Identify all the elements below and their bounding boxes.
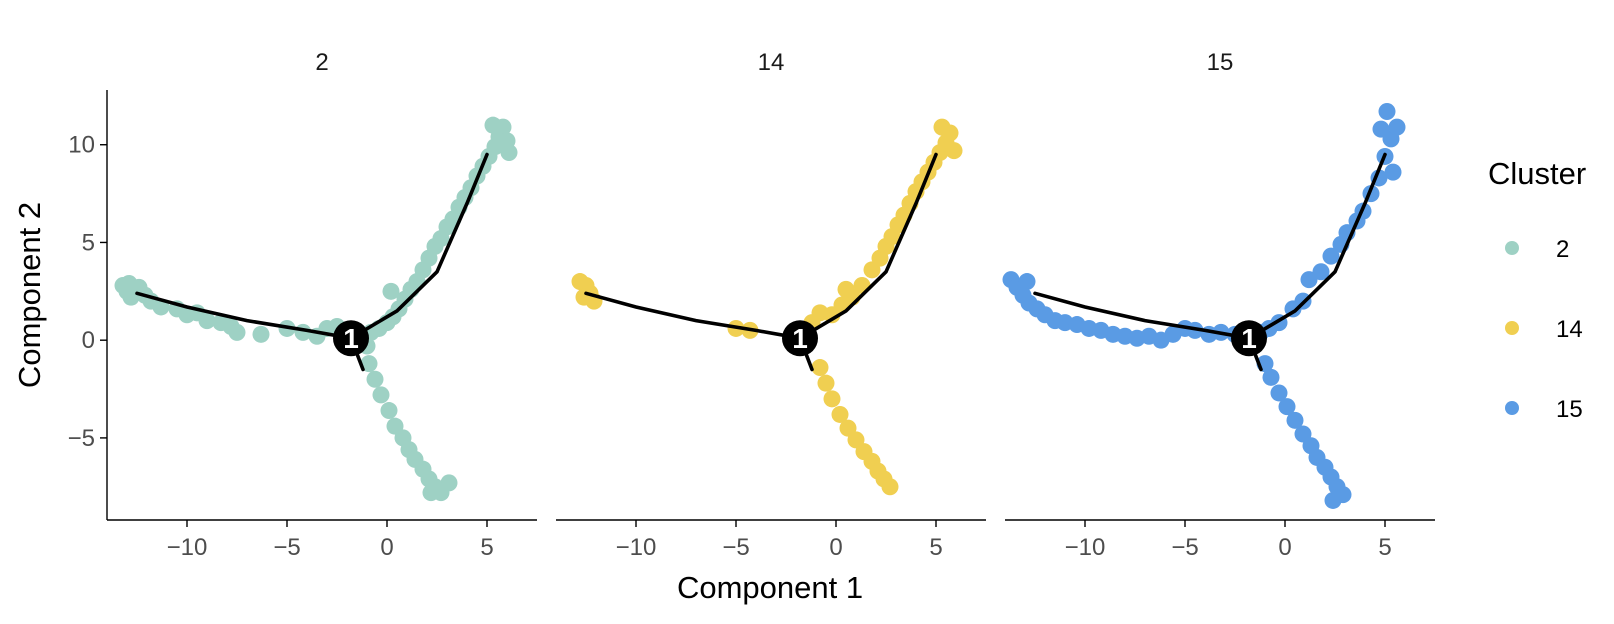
facet-panels: 2 −10 −5 0 5 −5 0 5 10 1 14 −10 −5 0 5 1 15 −10 −5 0 5 1 [68, 49, 1435, 561]
data-point [422, 484, 440, 502]
legend-label: 2 [1556, 236, 1569, 263]
data-point [811, 359, 829, 377]
data-point [1388, 118, 1406, 136]
data-point [1300, 271, 1318, 289]
data-point [823, 390, 841, 408]
y-tick-label: −5 [68, 425, 95, 452]
facet-panel-2: 2 −10 −5 0 5 −5 0 5 10 1 [68, 49, 537, 561]
y-axis-title: Component 2 [12, 202, 47, 388]
data-point [1262, 368, 1280, 386]
facet-title: 2 [315, 49, 328, 76]
root-node-marker [1231, 320, 1267, 357]
data-point [945, 142, 963, 160]
data-point [837, 280, 855, 298]
data-point [360, 355, 378, 373]
data-point [817, 374, 835, 392]
legend-swatch [1505, 241, 1519, 255]
x-tick-label: 0 [829, 534, 842, 561]
data-point [228, 323, 246, 341]
x-tick-label: −5 [722, 534, 749, 561]
data-point [198, 312, 216, 330]
facet-panel-15: 15 −10 −5 0 5 1 [1002, 49, 1435, 561]
x-tick-label: −5 [1171, 534, 1198, 561]
data-point [440, 474, 458, 492]
legend-swatch [1505, 321, 1519, 335]
legend: Cluster 2 14 15 [1488, 156, 1586, 423]
x-tick-label: −10 [616, 534, 657, 561]
data-point [122, 288, 140, 306]
data-point [575, 288, 593, 306]
data-point [1372, 120, 1390, 138]
trajectory-left-branch [584, 291, 802, 340]
x-tick-label: −5 [273, 534, 300, 561]
data-point [380, 402, 398, 420]
root-node-marker [333, 320, 369, 357]
y-tick-label: 0 [82, 327, 95, 354]
y-tick-label: 5 [82, 229, 95, 256]
root-node-label: 1 [1241, 323, 1257, 354]
data-point [1324, 491, 1342, 509]
legend-item-15: 15 [1505, 396, 1583, 423]
legend-entries: 2 14 15 [1505, 236, 1583, 423]
root-node-label: 1 [792, 323, 808, 354]
facet-title: 14 [758, 49, 785, 76]
data-point [1312, 263, 1330, 281]
legend-item-2: 2 [1505, 236, 1569, 263]
legend-label: 14 [1556, 316, 1583, 343]
x-tick-label: 5 [929, 534, 942, 561]
data-point [1278, 398, 1296, 416]
data-point [933, 118, 951, 136]
data-point [366, 370, 384, 388]
data-point [1018, 273, 1036, 291]
data-point [881, 478, 899, 496]
trajectory-upper-branch [798, 152, 938, 340]
legend-label: 15 [1556, 396, 1583, 423]
x-tick-label: −10 [1065, 534, 1106, 561]
data-points [114, 116, 518, 502]
y-tick-label: 10 [68, 132, 95, 159]
x-tick-label: 0 [380, 534, 393, 561]
facet-panel-14: 14 −10 −5 0 5 1 [556, 49, 986, 561]
x-tick-label: 5 [480, 534, 493, 561]
x-tick-label: −10 [167, 534, 208, 561]
trajectory-left-branch [1033, 291, 1251, 340]
data-point [1322, 247, 1340, 265]
trajectory-upper-branch [349, 152, 489, 340]
data-points [1002, 103, 1406, 509]
data-point [372, 386, 390, 404]
facet-title: 15 [1207, 49, 1234, 76]
data-point [1384, 163, 1402, 181]
data-point [1286, 411, 1304, 429]
data-point [1378, 103, 1396, 120]
trajectory-left-branch [135, 291, 353, 340]
data-point [1270, 384, 1288, 402]
data-point [484, 116, 502, 134]
root-node-label: 1 [343, 323, 359, 354]
legend-title: Cluster [1488, 156, 1586, 191]
legend-swatch [1505, 401, 1519, 415]
legend-item-14: 14 [1505, 316, 1583, 343]
trajectory-upper-branch [1247, 152, 1387, 340]
x-axis-title: Component 1 [677, 570, 863, 605]
data-point [382, 282, 400, 300]
data-point [831, 405, 849, 423]
root-node-marker [782, 320, 818, 357]
x-tick-label: 0 [1278, 534, 1291, 561]
data-point [252, 325, 270, 343]
data-point [500, 144, 518, 162]
x-tick-label: 5 [1378, 534, 1391, 561]
